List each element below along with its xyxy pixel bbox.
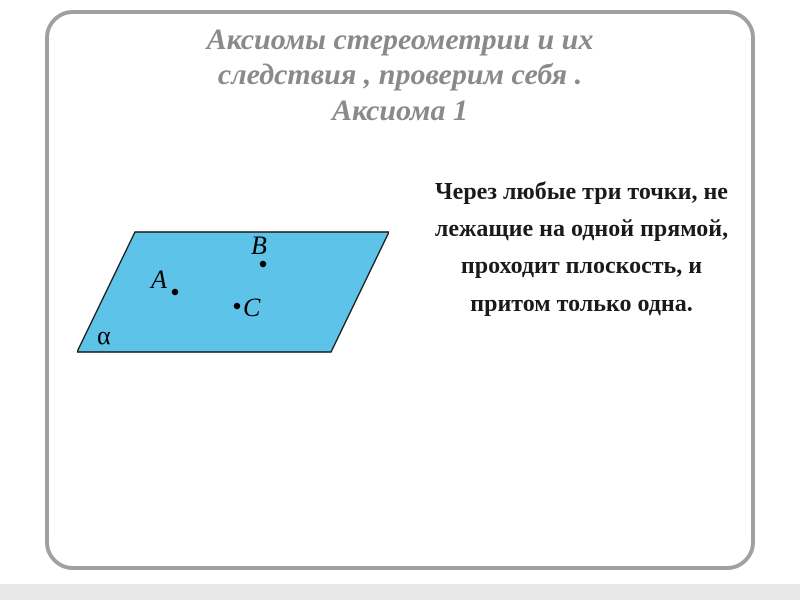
alpha-label: α xyxy=(97,321,111,350)
slide-frame: Аксиомы стереометрии и их следствия , пр… xyxy=(45,10,755,570)
footer-bar xyxy=(0,584,800,600)
theorem-text-block: Через любые три точки, не лежащие на одн… xyxy=(429,174,734,323)
title-line-1: Аксиомы стереометрии и их xyxy=(49,22,751,57)
plane-diagram: α A B C xyxy=(77,204,389,384)
plane-shape xyxy=(77,232,389,352)
content-area: αABC Через любые три точки, не лежащие н… xyxy=(49,184,751,444)
title-line-2: следствия , проверим себя . xyxy=(49,57,751,92)
title-block: Аксиомы стереометрии и их следствия , пр… xyxy=(49,14,751,128)
point-a-dot xyxy=(172,289,178,295)
theorem-text: Через любые три точки, не лежащие на одн… xyxy=(435,179,728,317)
point-c-dot xyxy=(234,303,240,309)
point-a-label: A xyxy=(149,265,167,294)
point-c-label: C xyxy=(243,293,261,322)
point-b-dot xyxy=(260,261,266,267)
title-line-3: Аксиома 1 xyxy=(49,93,751,128)
diagram-svg: α A B C xyxy=(77,204,389,379)
point-b-label: B xyxy=(251,231,267,260)
